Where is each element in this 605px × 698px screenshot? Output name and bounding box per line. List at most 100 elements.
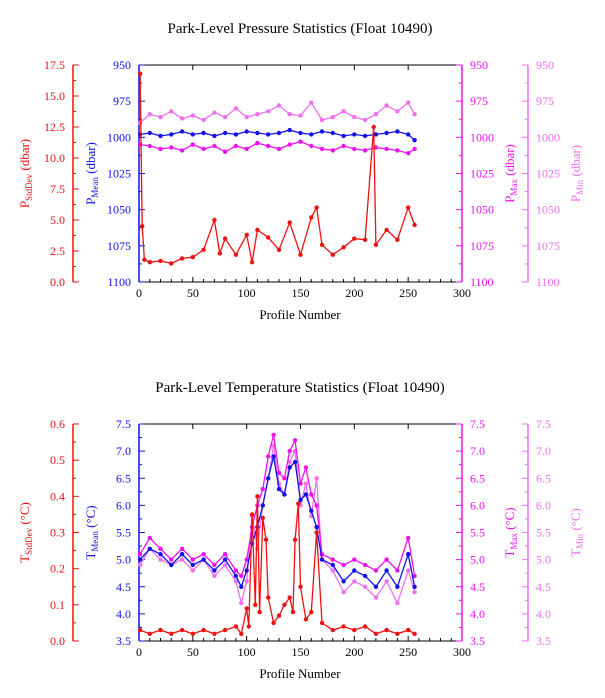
pressure-max-point [287, 142, 292, 147]
pressure-min-point [158, 114, 163, 120]
temperature-max-point [362, 562, 368, 568]
temperature-mean-tick-label: 6.5 [116, 471, 131, 485]
pressure-stddev-point [314, 205, 319, 210]
pressure-min-point [287, 112, 292, 117]
pressure-mean-point [298, 130, 303, 136]
temperature-x-tick-label: 200 [345, 645, 363, 659]
temperature-max-point [384, 557, 389, 562]
temperature-max-point [201, 552, 206, 557]
temperature-stddev-series-line [139, 496, 415, 636]
pressure-min-tick-label: 1075 [536, 239, 560, 253]
temperature-stddev-point [201, 627, 206, 633]
temperature-max-point [341, 562, 346, 568]
temperature-stddev-point [362, 624, 368, 629]
temperature-mean-point [373, 584, 379, 589]
temperature-stddev-point [190, 631, 195, 636]
pressure-stddev-point [244, 232, 249, 238]
temperature-mean-point [190, 562, 195, 568]
pressure-min-point [244, 114, 249, 120]
pressure-min-point [190, 113, 195, 118]
pressure-x-tick-label: 100 [238, 286, 256, 300]
pressure-stddev-point [373, 242, 379, 247]
temperature-min-tick-label: 6.5 [536, 471, 551, 485]
temperature-max-tick-label: 4.0 [470, 607, 485, 621]
temperature-min-point [212, 573, 217, 579]
pressure-min-point [212, 110, 217, 115]
temperature-mean-tick-label: 6.0 [116, 498, 131, 512]
pressure-mean-point [406, 132, 411, 137]
pressure-mean-point [395, 129, 400, 134]
pressure-max-point [179, 148, 185, 153]
pressure-max-tick-label: 975 [470, 94, 488, 108]
temperature-mean-series-line [139, 456, 416, 589]
pressure-min-point [266, 109, 271, 114]
temperature-mean-point [201, 557, 206, 562]
pressure-x-tick-label: 0 [136, 286, 142, 300]
pressure-min-tick-label: 975 [536, 94, 554, 108]
temperature-min-point [233, 579, 239, 584]
pressure-mean-point [341, 133, 346, 139]
pressure-mean-point [212, 133, 217, 139]
temperature-mean-tick-label: 3.5 [116, 634, 131, 648]
pressure-min-point [276, 103, 282, 108]
temperature-mean-point [212, 568, 217, 573]
temperature-min-point [341, 590, 346, 595]
temperature-max-point [292, 438, 298, 443]
pressure-mean-point [179, 129, 185, 134]
temperature-mean-point [314, 524, 319, 530]
temperature-stddev-point [271, 620, 276, 626]
temperature-mean-point [330, 562, 335, 568]
temperature-stddev-point [319, 620, 325, 626]
pressure-x-tick-label: 200 [345, 286, 363, 300]
pressure-mean-point [362, 133, 368, 139]
temperature-x-tick-label: 0 [136, 645, 142, 659]
temperature-mean-point [319, 557, 325, 562]
pressure-stddev-point [158, 258, 163, 264]
pressure-min-point [352, 114, 357, 120]
temperature-max-tick-label: 6.5 [470, 471, 485, 485]
pressure-mean-axis-label: PMean (dbar) [83, 142, 100, 205]
temperature-mean-tick-label: 7.5 [116, 417, 131, 431]
pressure-mean-point [201, 130, 206, 136]
pressure-stddev-point [249, 260, 255, 265]
temperature-mean-point [352, 568, 357, 573]
pressure-min-point [179, 116, 185, 121]
temperature-stddev-tick-label: 0.1 [50, 598, 65, 612]
temperature-min-point [222, 562, 228, 568]
temperature-mean-tick-label: 4.0 [116, 607, 131, 621]
temperature-stddev-point [298, 584, 303, 589]
temperature-max-point [314, 503, 319, 508]
temperature-min-point [352, 579, 357, 584]
pressure-mean-point [147, 130, 152, 136]
pressure-mean-point [266, 132, 271, 137]
pressure-min-point [373, 112, 379, 117]
temperature-min-tick-label: 7.0 [536, 444, 551, 458]
temperature-stddev-point [255, 494, 260, 499]
pressure-stddev-point [298, 252, 303, 257]
pressure-stddev-point [179, 256, 185, 261]
temperature-x-tick-label: 250 [399, 645, 417, 659]
pressure-mean-tick-label: 1100 [107, 275, 131, 289]
temperature-max-point [287, 448, 292, 454]
temperature-min-point [395, 600, 400, 606]
temperature-max-point [406, 535, 411, 541]
pressure-stddev-point [362, 237, 368, 242]
pressure-stddev-series-line [139, 73, 416, 265]
pressure-stddev-point [276, 247, 282, 252]
pressure-stddev-tick-label: 17.5 [44, 58, 65, 72]
temperature-mean-tick-label: 5.0 [116, 553, 131, 567]
pressure-min-point [201, 117, 206, 123]
temperature-mean-point [395, 584, 400, 589]
pressure-chart-title: Park-Level Pressure Statistics (Float 10… [168, 21, 433, 37]
temperature-max-point [303, 465, 309, 470]
pressure-stddev-point [395, 237, 400, 242]
temperature-max-point [169, 557, 174, 562]
temperature-mean-point [271, 454, 276, 459]
pressure-chart: 0 50 100 150 200 250 300 0.0 2.5 5.0 7.5 10.0 12.5 15… [17, 58, 585, 300]
pressure-min-point [330, 114, 335, 120]
pressure-stddev-point [222, 236, 228, 241]
temperature-stddev-point [309, 609, 314, 615]
temperature-max-tick-label: 3.5 [470, 634, 485, 648]
pressure-max-axis-label: PMax (dbar) [502, 144, 519, 203]
pressure-stddev-point [169, 261, 174, 266]
